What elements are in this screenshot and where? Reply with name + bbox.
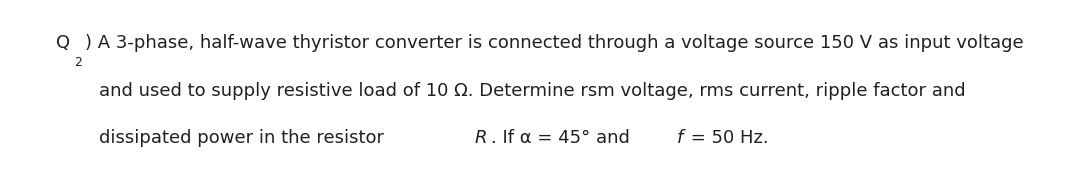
Text: and used to supply resistive load of 10 Ω. Determine rsm voltage, rms current, r: and used to supply resistive load of 10 … (99, 82, 966, 100)
Text: . If α = 45° and: . If α = 45° and (490, 129, 635, 147)
Text: f: f (677, 129, 684, 147)
Text: dissipated power in the resistor: dissipated power in the resistor (99, 129, 390, 147)
Text: R: R (474, 129, 487, 147)
Text: Q: Q (56, 34, 70, 52)
Text: ) A 3-phase, half-wave thyristor converter is connected through a voltage source: ) A 3-phase, half-wave thyristor convert… (84, 34, 1023, 52)
Text: 2: 2 (75, 56, 82, 69)
Text: = 50 Hz.: = 50 Hz. (686, 129, 769, 147)
